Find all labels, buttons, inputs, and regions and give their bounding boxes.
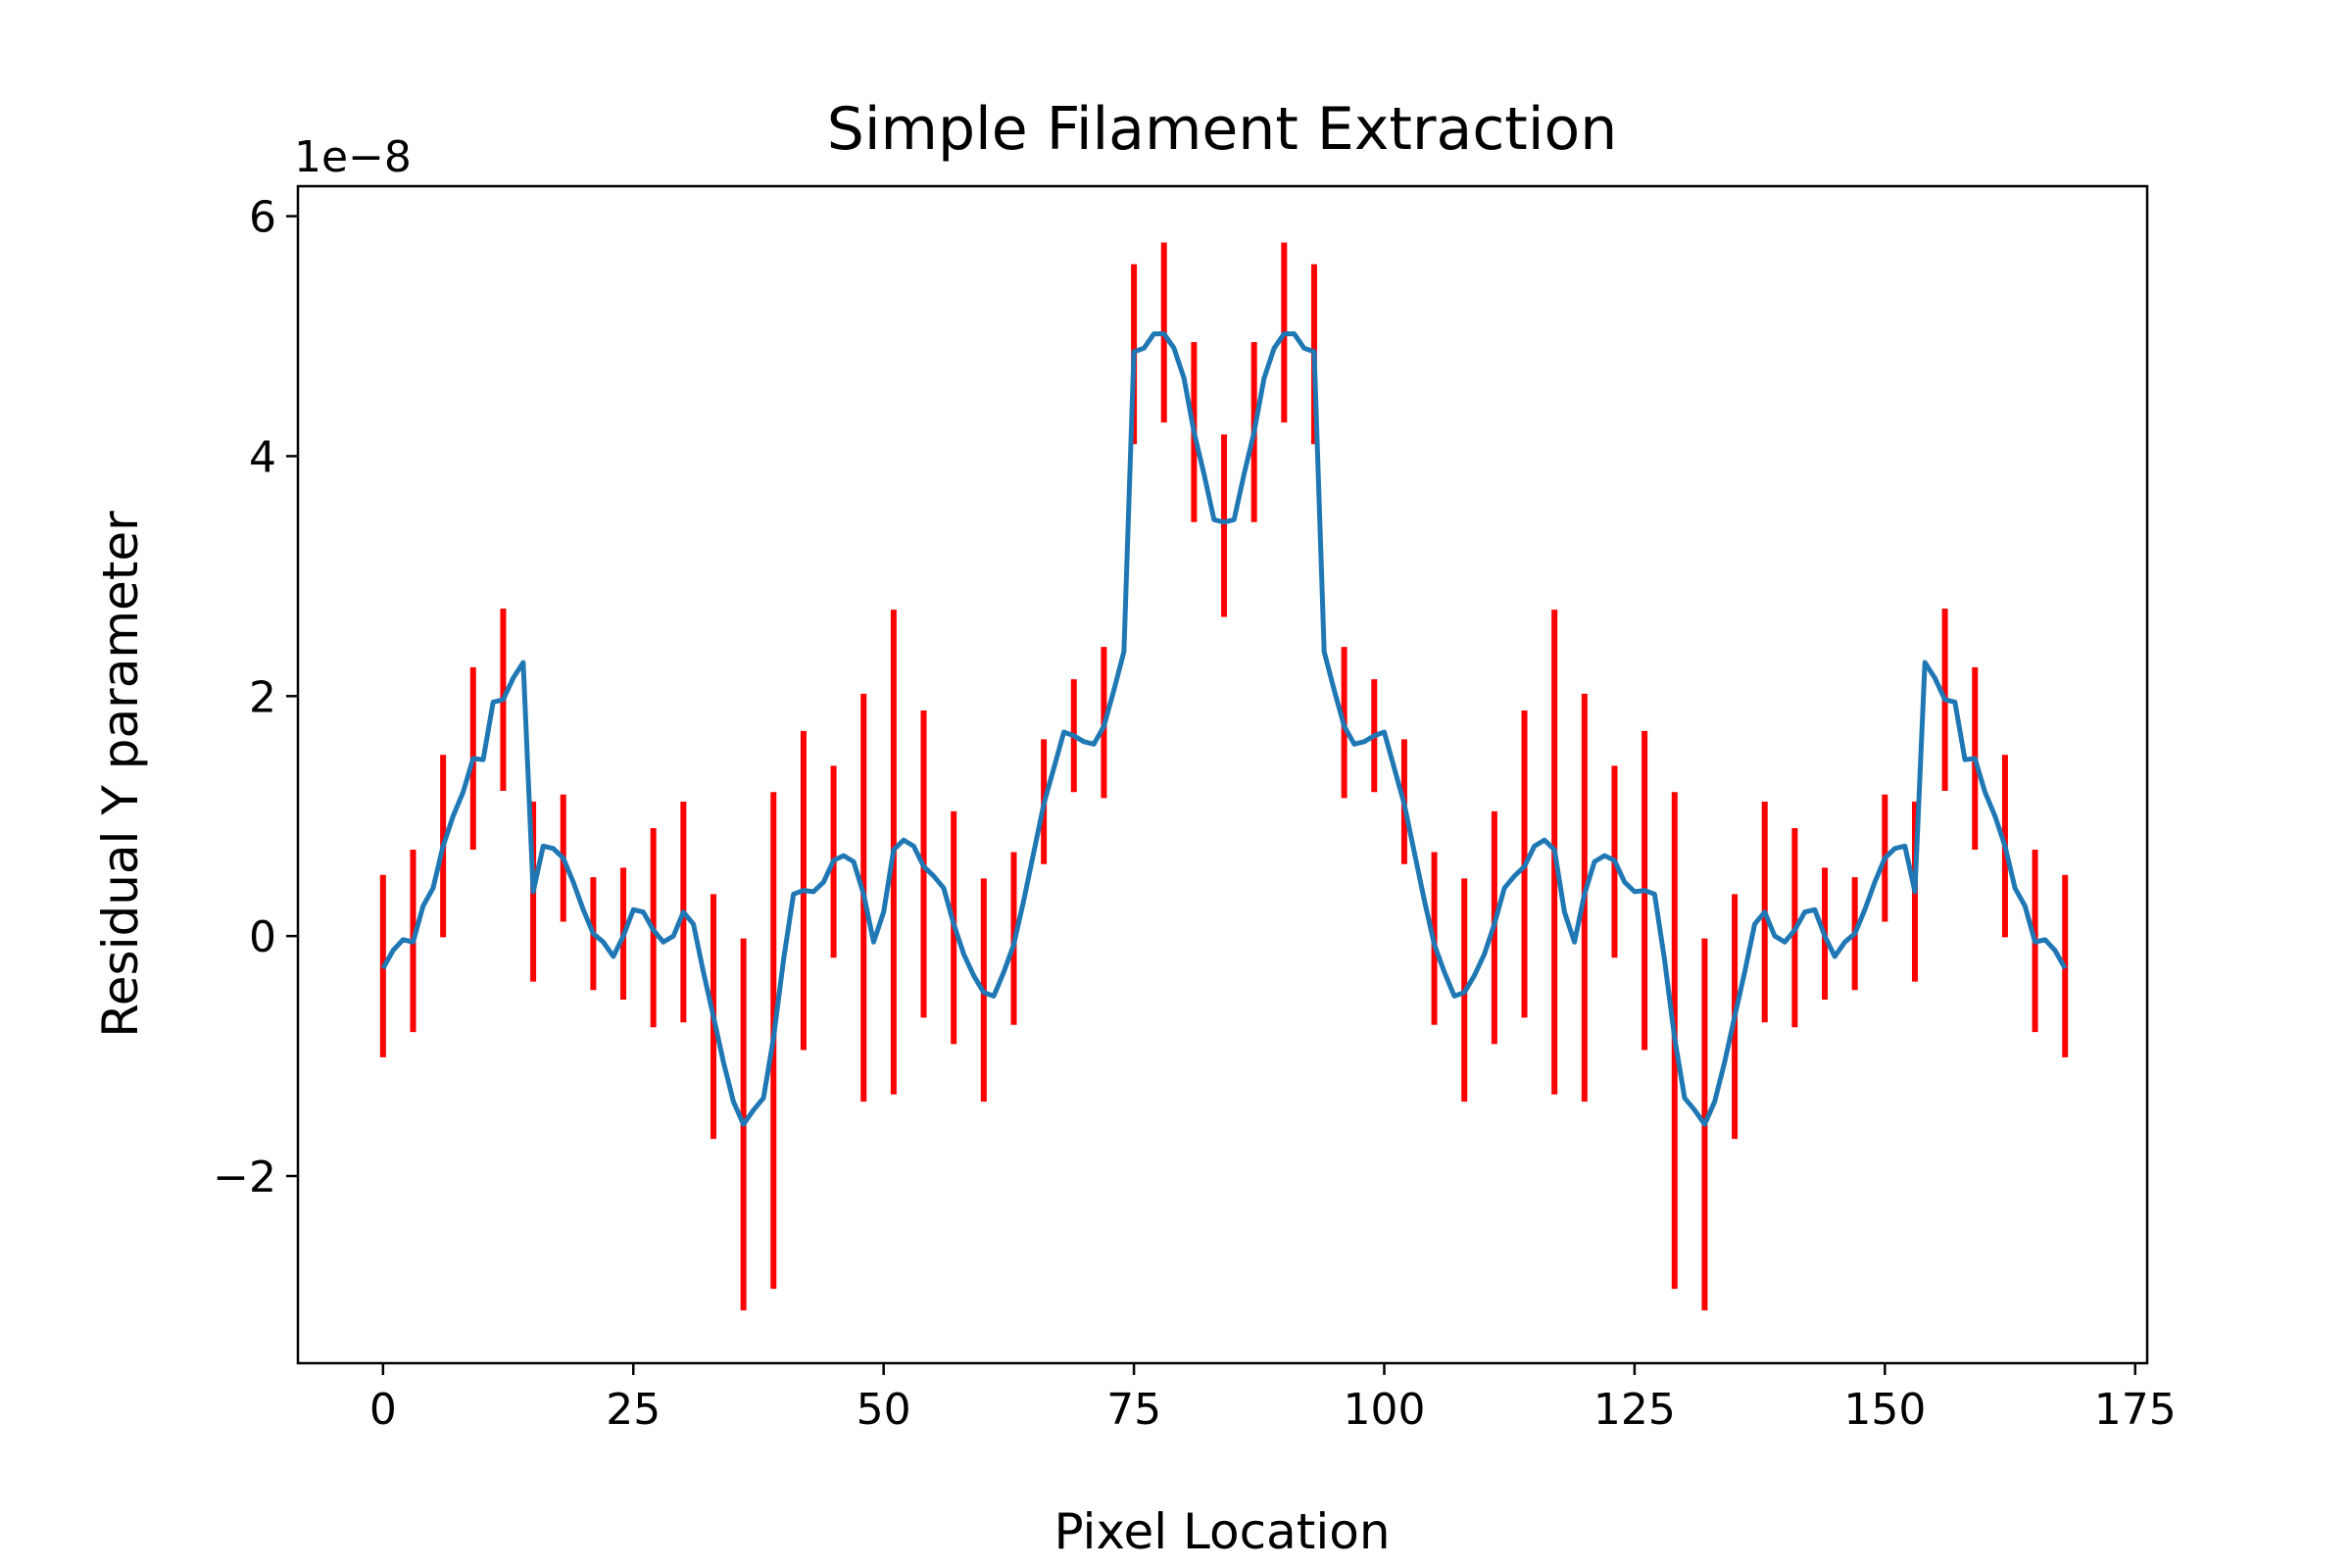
x-tick-label: 25 bbox=[606, 1385, 661, 1435]
y-tick-label: 4 bbox=[249, 432, 276, 482]
x-tick-label: 50 bbox=[857, 1385, 911, 1435]
y-tick-label: −2 bbox=[213, 1152, 276, 1202]
y-tick-label: 2 bbox=[249, 672, 276, 722]
x-tick-label: 175 bbox=[2094, 1385, 2177, 1435]
x-tick-label: 150 bbox=[1843, 1385, 1926, 1435]
x-tick-label: 75 bbox=[1106, 1385, 1161, 1435]
y-tick-label: 0 bbox=[249, 912, 276, 962]
axes-frame bbox=[296, 184, 2149, 1365]
x-tick-label: 100 bbox=[1344, 1385, 1426, 1435]
y-axis-label: Residual Y parameter bbox=[92, 511, 149, 1038]
y-offset-label: 1e−8 bbox=[294, 132, 412, 182]
plot-area bbox=[379, 242, 2069, 1311]
chart-title: Simple Filament Extraction bbox=[827, 95, 1617, 164]
x-axis-label: Pixel Location bbox=[1054, 1503, 1390, 1560]
x-tick-label: 0 bbox=[369, 1385, 397, 1435]
x-tick-label: 125 bbox=[1593, 1385, 1676, 1435]
y-tick-label: 6 bbox=[249, 193, 276, 243]
data-line bbox=[380, 331, 2068, 1127]
